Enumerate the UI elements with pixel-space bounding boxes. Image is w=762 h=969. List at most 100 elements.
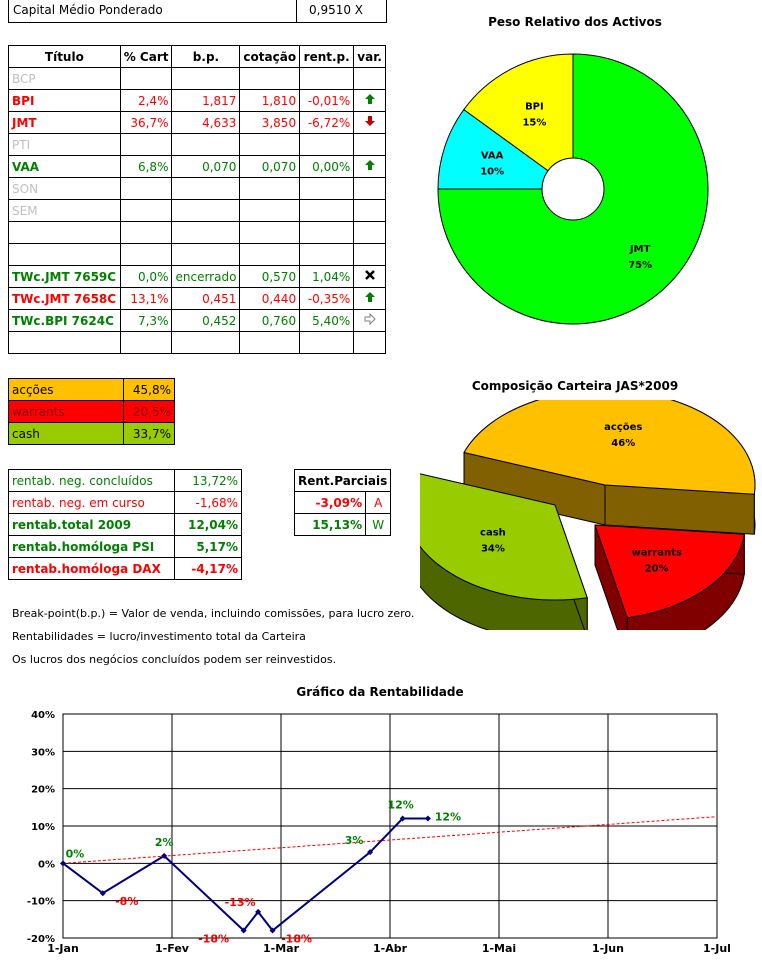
data-point (60, 860, 66, 867)
asset-title (8, 221, 121, 244)
asset-variation (353, 111, 386, 134)
asset-title: VAA (8, 155, 121, 178)
x-tick-label: 1-Fev (155, 942, 190, 955)
note-profits: Os lucros dos negócios concluídos podem … (12, 653, 337, 666)
partial-tag: W (365, 513, 392, 536)
table-row (8, 331, 386, 354)
asset-breakpoint: 0,452 (171, 309, 241, 332)
asset-breakpoint: 4,633 (171, 111, 241, 134)
slice-label: JMT (629, 244, 651, 255)
data-label: -13% (225, 896, 256, 909)
asset-quote (239, 199, 301, 222)
header-cell: b.p. (171, 45, 241, 68)
table-row: TWc.JMT 7658C 13,1% 0,451 0,440 -0,35% (8, 287, 386, 310)
data-point (255, 908, 262, 915)
asset-weight: 2,4% (119, 89, 173, 112)
asset-variation (353, 67, 386, 90)
asset-quote: 3,850 (239, 111, 301, 134)
asset-variation (353, 155, 386, 178)
table-row: rentab.homóloga DAX -4,17% (7, 557, 242, 580)
header-cell: cotação (239, 45, 301, 68)
rentability-table: rentab. neg. concluídos 13,72% rentab. neg… (7, 469, 242, 580)
asset-breakpoint (171, 133, 241, 156)
table-row: cash 33,7% (7, 422, 175, 445)
table-row: SON (8, 177, 386, 200)
rentab-value: 13,72% (174, 469, 242, 492)
asset-breakpoint: 0,451 (171, 287, 241, 310)
data-label: -18% (198, 933, 229, 946)
asset-breakpoint: 1,817 (171, 89, 241, 112)
asset-title: PTI (8, 133, 121, 156)
data-label: 0% (66, 847, 85, 860)
table-row: TWc.JMT 7659C 0,0% encerrado 0,570 1,04% (8, 265, 386, 288)
asset-title: TWc.BPI 7624C (8, 309, 121, 332)
asset-rent (299, 221, 355, 244)
asset-breakpoint (171, 177, 241, 200)
asset-rent (299, 331, 355, 354)
y-tick-label: 20% (31, 785, 55, 796)
header-cell: Título (8, 45, 121, 68)
asset-title: TWc.JMT 7658C (8, 287, 121, 310)
composition-label: cash (7, 422, 125, 445)
assets-table: Título% Cart b.p. cotação rent.p. var. BCP BP… (8, 45, 386, 354)
asset-title: SEM (8, 199, 121, 222)
asset-quote: 0,760 (239, 309, 301, 332)
asset-weight (119, 133, 173, 156)
data-point (399, 815, 406, 822)
rentab-label: rentab.homóloga DAX (7, 557, 176, 580)
doughnut-slice (437, 53, 709, 325)
composition-label: acções (7, 378, 125, 401)
x-tick-label: 1-Mai (482, 942, 516, 955)
rentab-label: rentab. neg. concluídos (7, 469, 176, 492)
asset-rent: 0,00% (299, 155, 355, 178)
asset-title (8, 331, 121, 354)
x-tick-label: 1-Abr (373, 942, 408, 955)
data-point (161, 852, 168, 859)
asset-weight (119, 177, 173, 200)
table-row: JMT 36,7% 4,633 3,850 -6,72% (8, 111, 386, 134)
y-tick-label: 10% (31, 822, 55, 833)
header-cell: rent.p. (299, 45, 355, 68)
table-row: SEM (8, 199, 386, 222)
header-cell: var. (353, 45, 386, 68)
asset-weight (119, 199, 173, 222)
data-point (269, 927, 276, 934)
arrow-up-icon (364, 292, 376, 306)
slice-value-label: 20% (645, 564, 669, 575)
composition-value: 20,5% (123, 400, 175, 423)
rentab-label: rentab.homóloga PSI (7, 535, 176, 558)
slice-value-label: 10% (480, 167, 504, 178)
slice-label: VAA (481, 151, 504, 162)
slice-label: warrants (631, 548, 681, 559)
partial-value: -3,09% (293, 491, 367, 514)
y-tick-label: -10% (27, 897, 55, 908)
asset-title: BCP (8, 67, 121, 90)
asset-variation (353, 133, 386, 156)
rentab-label: rentab.total 2009 (7, 513, 176, 536)
note-breakpoint: Break-point(b.p.) = Valor de venda, incl… (12, 607, 415, 620)
asset-quote (239, 243, 301, 266)
asset-variation (353, 265, 386, 288)
asset-variation (353, 243, 386, 266)
asset-weight (119, 221, 173, 244)
asset-variation (353, 331, 386, 354)
asset-rent: -0,35% (299, 287, 355, 310)
asset-quote (239, 177, 301, 200)
asset-variation (353, 199, 386, 222)
x-tick-label: 1-Mar (263, 942, 300, 955)
partial-rentability-table: Rent.Parciais -3,09% A 15,13% W (293, 469, 392, 536)
asset-breakpoint: 0,070 (171, 155, 241, 178)
composition-label: warrants (7, 400, 125, 423)
slice-label: acções (604, 422, 642, 433)
asset-variation (353, 287, 386, 310)
asset-breakpoint (171, 221, 241, 244)
asset-rent: 5,40% (299, 309, 355, 332)
data-label: 12% (435, 811, 461, 824)
table-row: acções 45,8% (7, 378, 175, 401)
pie2-title: Composição Carteira JAS*2009 (471, 379, 679, 393)
pie1-title: Peso Relativo dos Activos (488, 15, 662, 29)
table-row (8, 243, 386, 266)
asset-breakpoint (171, 199, 241, 222)
asset-title: JMT (8, 111, 121, 134)
slice-label: BPI (525, 101, 544, 112)
